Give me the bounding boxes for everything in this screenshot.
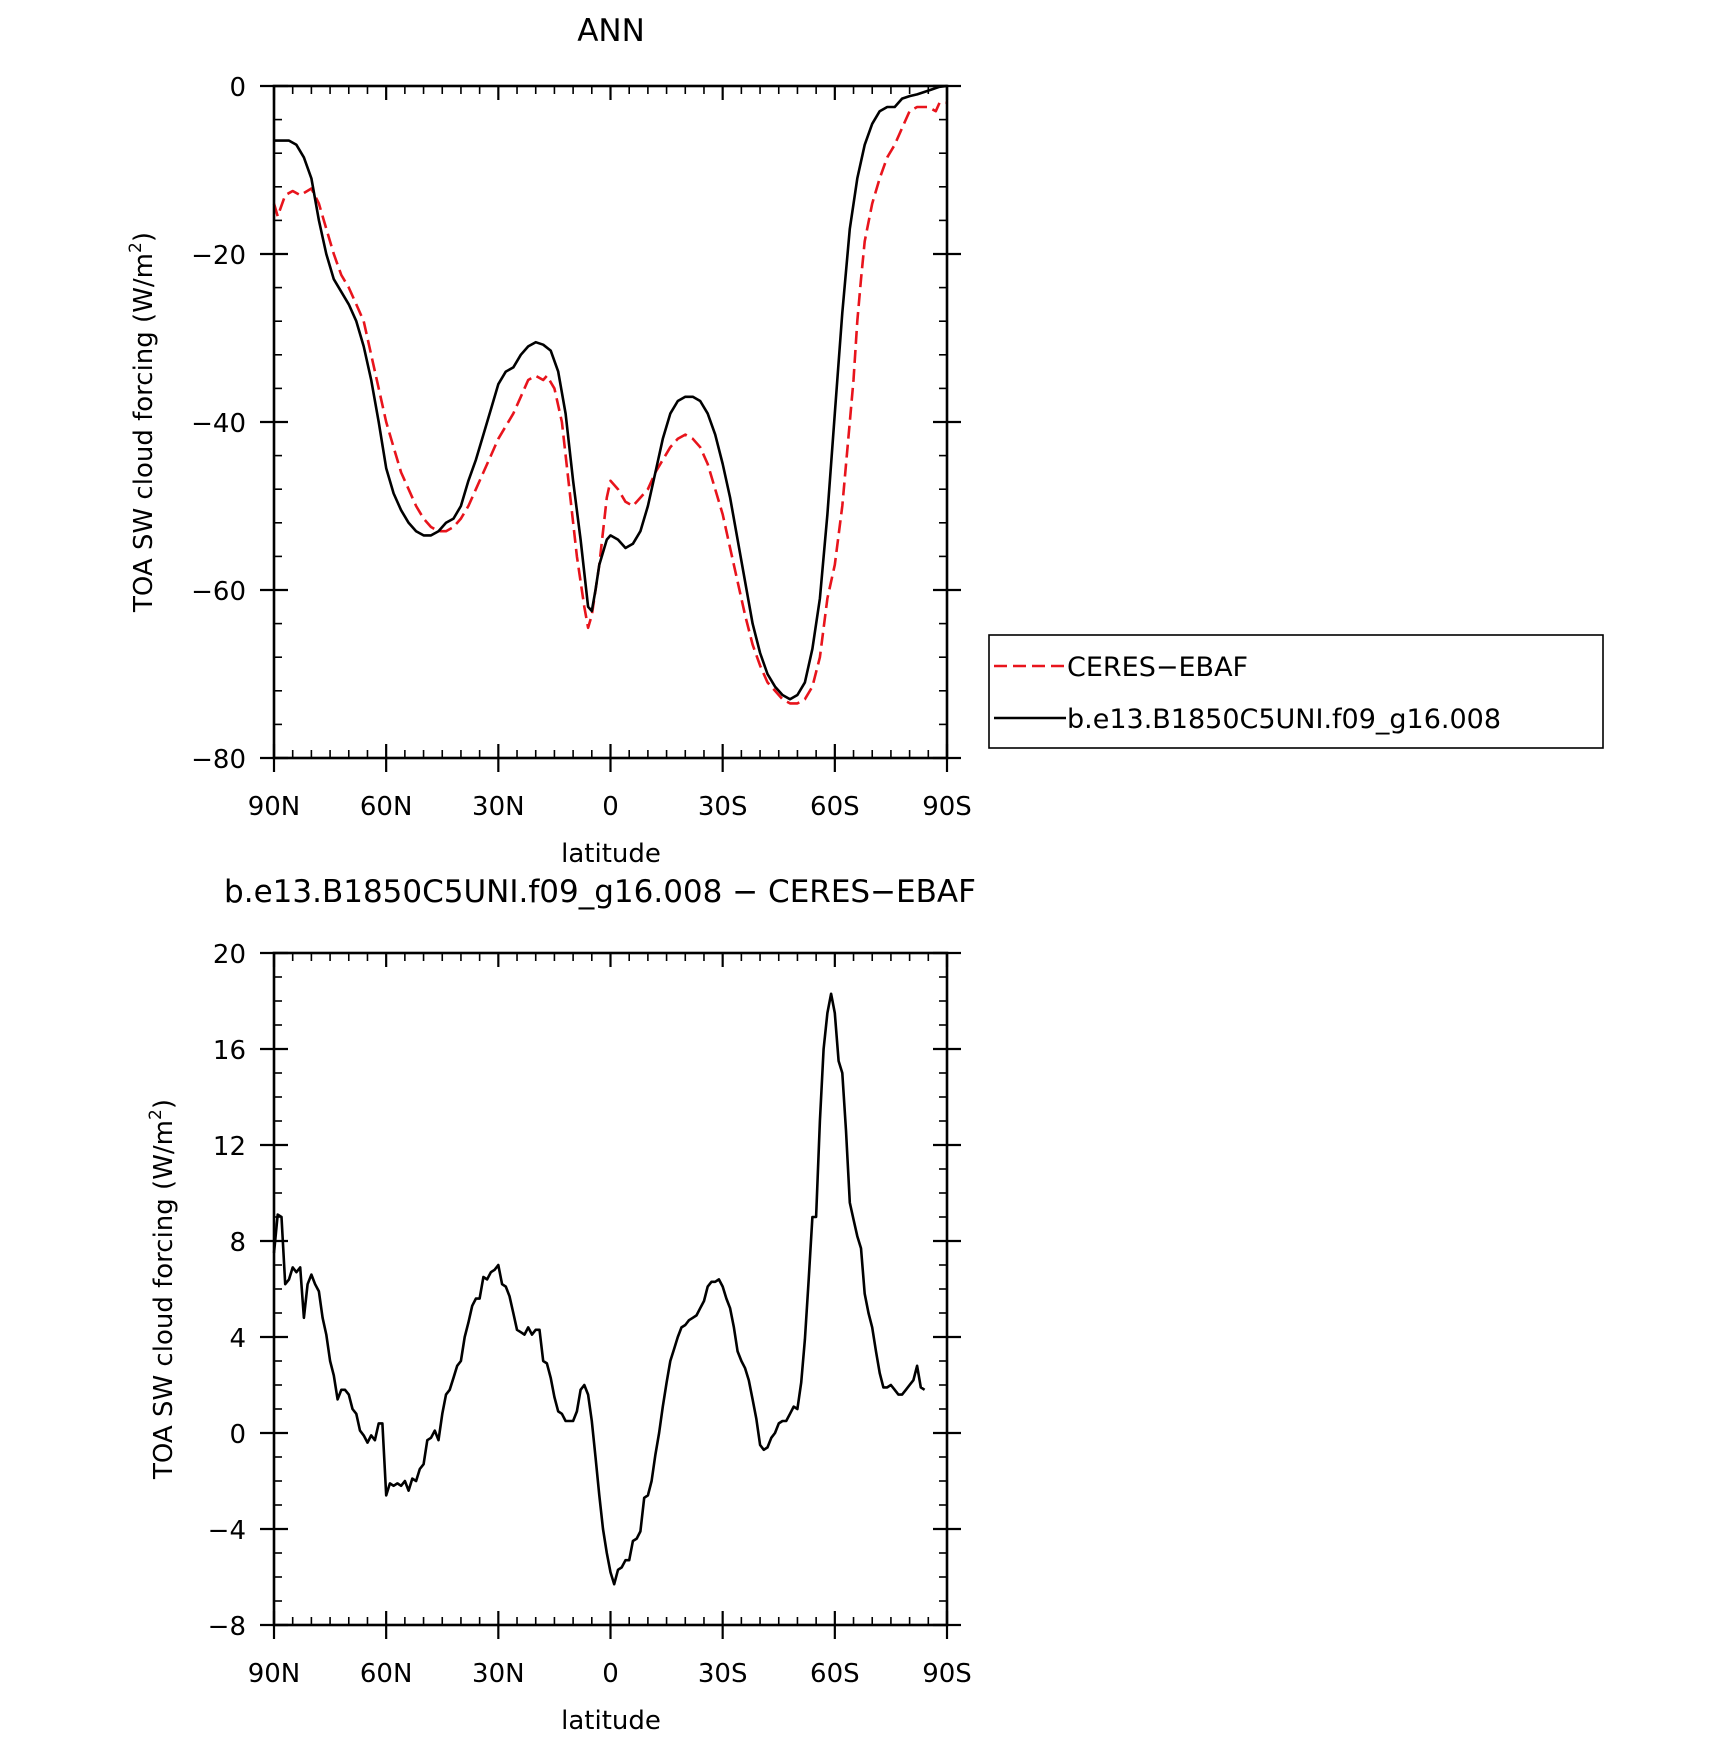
- bottom-y-tick-label: 12: [213, 1132, 246, 1162]
- bottom-panel-series-group: [272, 992, 926, 1586]
- bottom-y-tick-label: −4: [208, 1516, 246, 1546]
- bottom-panel-title: b.e13.B1850C5UNI.f09_g16.008 − CERES−EBA…: [224, 874, 976, 910]
- top-x-tick-label: 30S: [698, 792, 748, 822]
- top-panel-y-axis-title: TOA SW cloud forcing (W/m2): [126, 232, 159, 613]
- top-y-tick-label: −40: [191, 409, 246, 439]
- top-series-line-1: [274, 84, 948, 701]
- top-panel-series-group: [272, 84, 948, 705]
- top-y-tick-label: −60: [191, 577, 246, 607]
- legend-label-ceres-ebaf: CERES−EBAF: [1067, 652, 1248, 683]
- top-panel-x-axis-title: latitude: [561, 839, 661, 869]
- bottom-series-line-0: [272, 992, 926, 1586]
- bottom-y-tick-label: 0: [229, 1420, 246, 1450]
- bottom-x-tick-label: 30S: [698, 1659, 748, 1689]
- bottom-x-tick-label: 30N: [472, 1659, 525, 1689]
- legend-label-model: b.e13.B1850C5UNI.f09_g16.008: [1067, 704, 1501, 735]
- top-x-tick-label: 60S: [810, 792, 860, 822]
- bottom-x-tick-label: 60N: [360, 1659, 413, 1689]
- legend: CERES−EBAF b.e13.B1850C5UNI.f09_g16.008: [988, 634, 1604, 749]
- top-panel-title: ANN: [577, 13, 645, 49]
- bottom-panel-frame: [272, 951, 949, 1627]
- bottom-panel-x-axis-title: latitude: [561, 1706, 661, 1736]
- top-y-tick-label: 0: [229, 73, 246, 103]
- bottom-x-tick-label: 0: [602, 1659, 619, 1689]
- bottom-y-tick-label: 4: [229, 1324, 246, 1354]
- top-series-line-0: [272, 101, 947, 705]
- bottom-y-tick-label: −8: [208, 1612, 246, 1642]
- bottom-panel-y-axis-title: TOA SW cloud forcing (W/m2): [146, 1099, 179, 1480]
- top-x-tick-label: 90S: [922, 792, 972, 822]
- top-x-tick-label: 0: [602, 792, 619, 822]
- top-x-tick-label: 30N: [472, 792, 525, 822]
- legend-box: [988, 634, 1604, 749]
- bottom-x-tick-label: 90N: [248, 1659, 301, 1689]
- top-y-tick-label: −80: [191, 745, 246, 775]
- bottom-x-tick-label: 60S: [810, 1659, 860, 1689]
- bottom-y-tick-label: 16: [213, 1036, 246, 1066]
- top-x-tick-label: 60N: [360, 792, 413, 822]
- bottom-y-tick-label: 8: [229, 1228, 246, 1258]
- top-panel: ANN 90N 60N 30N 0 30S 60S 90S 0 −20 −40 −60 −80 lat…: [126, 13, 1604, 869]
- top-y-tick-label: −20: [191, 241, 246, 271]
- bottom-y-tick-label: 20: [213, 940, 246, 970]
- bottom-x-tick-label: 90S: [922, 1659, 972, 1689]
- top-x-tick-label: 90N: [248, 792, 301, 822]
- bottom-panel: b.e13.B1850C5UNI.f09_g16.008 − CERES−EBA…: [146, 874, 976, 1736]
- top-panel-frame: [272, 84, 949, 760]
